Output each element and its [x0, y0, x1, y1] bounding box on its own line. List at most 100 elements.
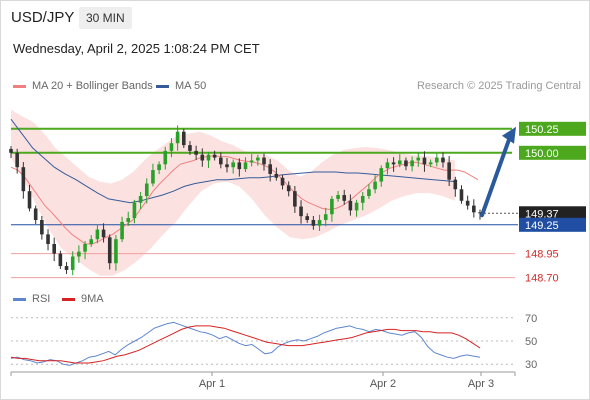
- candle-body: [472, 205, 476, 213]
- time-tick-label: Apr 2: [370, 378, 396, 390]
- legend-rsi-label: RSI: [32, 293, 51, 305]
- legend-ma20-label: MA 20 + Bollinger Bands: [32, 80, 153, 92]
- candle-body: [391, 162, 396, 165]
- ma50-swatch-icon: [156, 84, 169, 88]
- support-price-label: 148.70: [525, 273, 559, 285]
- candle-body: [200, 154, 205, 161]
- candle-body: [348, 200, 353, 211]
- candle-body: [120, 221, 124, 240]
- candle-body: [397, 160, 402, 165]
- candle-body: [169, 143, 174, 151]
- legend-ma50-label: MA 50: [175, 80, 207, 92]
- candle-body: [206, 154, 211, 161]
- research-credit: Research © 2025 Trading Central: [416, 80, 581, 92]
- candle-body: [459, 189, 464, 201]
- candle-body: [21, 167, 26, 192]
- candle-body: [286, 185, 291, 192]
- candle-body: [46, 234, 50, 244]
- pivot-price-tag: [519, 217, 586, 232]
- symbol-title: USD/JPY: [11, 9, 75, 26]
- candle-body: [330, 198, 334, 215]
- candle-body: [126, 218, 131, 222]
- rsi-line: [10, 321, 481, 366]
- candle-body: [323, 214, 328, 220]
- resistance-price-tag: [519, 121, 586, 136]
- pivot-price-label: 149.25: [525, 220, 559, 232]
- candle-body: [293, 191, 297, 207]
- candle-body: [404, 160, 408, 167]
- candle-body: [144, 183, 149, 196]
- last-price-label: 149.37: [525, 208, 559, 220]
- candle-body: [249, 160, 254, 163]
- candle-body: [373, 181, 377, 190]
- candle-body: [447, 162, 451, 180]
- candle-body: [441, 157, 445, 163]
- resistance-price-tag: [519, 145, 586, 160]
- candle-body: [416, 157, 421, 161]
- candle-body: [157, 164, 161, 171]
- candle-body: [163, 150, 168, 165]
- ma20-swatch-icon: [13, 84, 26, 88]
- candle-body: [243, 162, 248, 170]
- candle-body: [299, 206, 303, 217]
- rsi-tick-label: 70: [525, 313, 537, 325]
- candle-body: [354, 202, 359, 211]
- candle-body: [428, 162, 433, 165]
- candle-body: [40, 220, 44, 235]
- candle-body: [453, 179, 458, 190]
- time-tick-label: Apr 3: [468, 378, 494, 390]
- candle-body: [151, 170, 155, 184]
- candle-body: [194, 150, 198, 155]
- candle-body: [237, 162, 242, 170]
- candle-body: [311, 220, 316, 226]
- candle-body: [379, 168, 384, 182]
- rsi-ma-line: [10, 325, 481, 364]
- projection-arrow: [480, 134, 512, 218]
- candle-body: [317, 220, 322, 226]
- candle-body: [70, 256, 75, 270]
- candle-body: [114, 239, 118, 264]
- candle-body: [280, 177, 285, 186]
- candle-body: [33, 208, 38, 220]
- resistance-price-label: 150.25: [525, 124, 559, 136]
- candle-body: [256, 157, 260, 161]
- candle-body: [132, 202, 137, 219]
- candle-body: [95, 229, 100, 240]
- chart-header: USD/JPY 30 MIN: [0, 0, 590, 38]
- candle-body: [64, 266, 69, 270]
- legend-ma50: MA 50: [156, 80, 206, 92]
- candle-body: [336, 195, 340, 199]
- time-tick-label: Apr 1: [199, 378, 225, 390]
- candle-body: [274, 173, 279, 178]
- support-price-label: 148.95: [525, 249, 559, 261]
- rsi-tick-label: 50: [525, 336, 537, 348]
- candle-body: [58, 253, 63, 267]
- candle-body: [435, 157, 439, 163]
- projection-arrow-head: [502, 126, 516, 144]
- candle-body: [465, 200, 470, 206]
- candle-body: [212, 154, 217, 158]
- last-price-tag: [519, 206, 586, 221]
- candle-body: [225, 164, 229, 168]
- candle-body: [478, 212, 482, 214]
- candle-body: [219, 157, 223, 165]
- rsi-swatch-icon: [13, 297, 26, 301]
- legend-rsi: RSI: [13, 293, 50, 305]
- candle-body: [175, 131, 180, 144]
- candle-body: [52, 244, 56, 254]
- ma9-swatch-icon: [62, 297, 75, 301]
- candle-body: [385, 162, 390, 169]
- bollinger-band: [11, 109, 455, 276]
- candle-body: [15, 152, 19, 168]
- candle-body: [83, 244, 87, 252]
- candle-body: [77, 251, 81, 257]
- resistance-price-label: 150.00: [525, 148, 559, 160]
- candle-body: [188, 145, 192, 151]
- legend-ma9-label: 9MA: [81, 293, 104, 305]
- timeframe-badge[interactable]: 30 MIN: [79, 7, 132, 29]
- candle-body: [9, 148, 13, 153]
- candle-body: [231, 162, 235, 168]
- candle-body: [268, 164, 272, 174]
- candle-body: [181, 131, 186, 146]
